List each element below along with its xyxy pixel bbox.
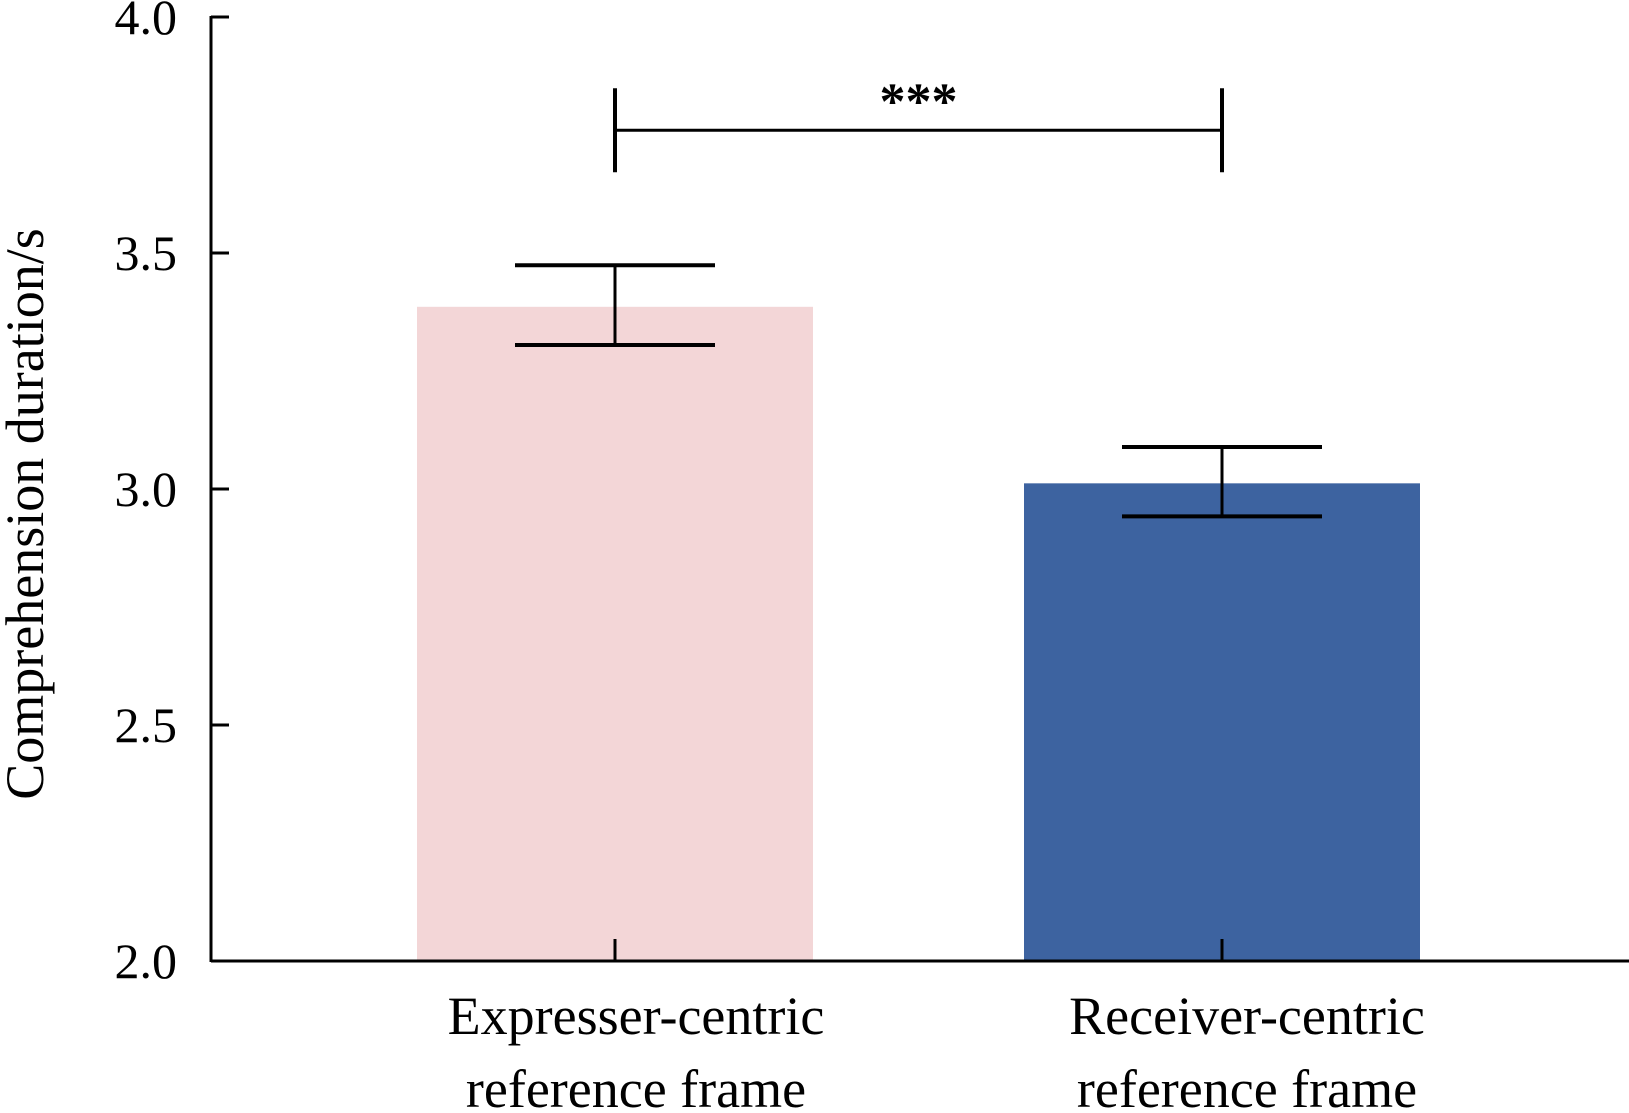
significance-label: *** xyxy=(880,73,958,130)
y-tick-label: 3.5 xyxy=(115,225,178,281)
y-tick-label: 2.5 xyxy=(115,697,178,753)
x-category-label: reference frame xyxy=(1077,1059,1417,1113)
y-axis-label: Comprehension duration/s xyxy=(0,228,55,799)
y-tick-label: 4.0 xyxy=(115,0,178,45)
x-category-label: reference frame xyxy=(466,1059,806,1113)
bar-0 xyxy=(417,306,813,962)
y-tick-label: 3.0 xyxy=(115,461,178,517)
y-tick-label: 2.0 xyxy=(115,933,178,989)
bar-1 xyxy=(1024,483,1420,961)
x-category-label: Receiver-centric xyxy=(1069,986,1425,1046)
x-category-label: Expresser-centric xyxy=(448,986,825,1046)
